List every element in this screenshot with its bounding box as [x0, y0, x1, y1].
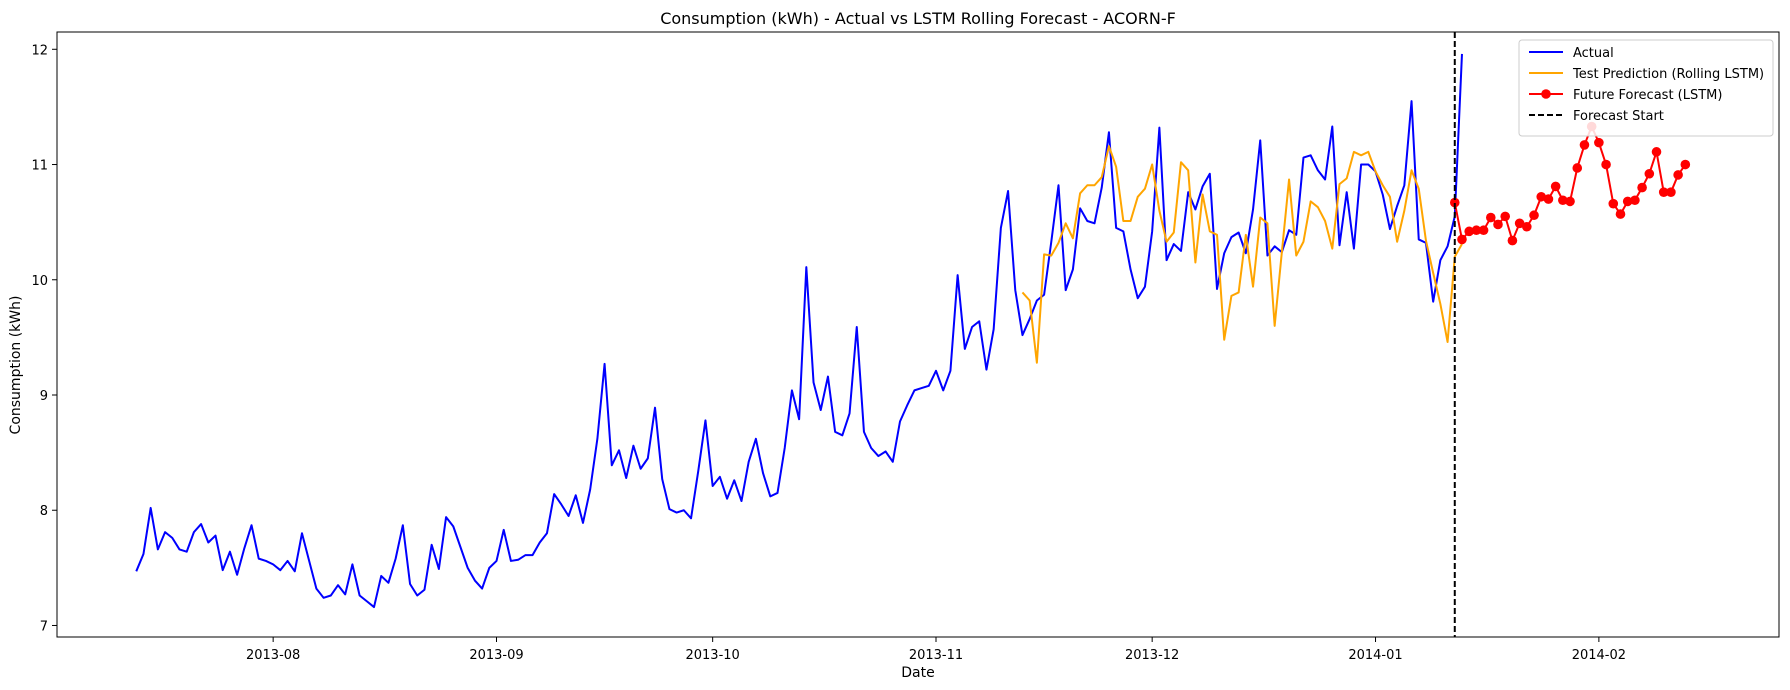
axes: 2013-08 2013-09 2013-10 2013-11 2013-12 2014-… — [31, 31, 1780, 663]
legend-label: Forecast Start — [1573, 109, 1664, 124]
series-point-future-forecast-lstm — [1478, 225, 1489, 236]
plot-area — [135, 32, 1691, 637]
series-point-future-forecast-lstm — [1565, 196, 1575, 207]
series-point-future-forecast-lstm — [1608, 198, 1619, 209]
series-point-future-forecast-lstm — [1529, 210, 1539, 221]
series-point-future-forecast-lstm — [1543, 194, 1554, 204]
series-point-future-forecast-lstm — [1651, 147, 1662, 157]
series-point-future-forecast-lstm — [1471, 225, 1482, 236]
legend-box — [1518, 39, 1774, 137]
series-point-future-forecast-lstm — [1536, 191, 1547, 202]
series-point-future-forecast-lstm — [1507, 235, 1518, 246]
legend-marker — [1541, 89, 1551, 99]
y-axis-label: Consumption (kWh) — [8, 296, 24, 435]
series-point-future-forecast-lstm — [1658, 187, 1669, 197]
series-point-future-forecast-lstm — [1680, 159, 1691, 170]
series-point-future-forecast-lstm — [1572, 163, 1583, 173]
series-point-future-forecast-lstm — [1457, 234, 1467, 245]
series-point-future-forecast-lstm — [1601, 159, 1611, 170]
x-tick-label: 2013-12 — [1125, 648, 1179, 663]
plot-frame — [56, 31, 1780, 638]
series-point-future-forecast-lstm — [1637, 182, 1647, 193]
y-tick-label: 7 — [40, 619, 48, 634]
series-line-actual — [135, 53, 1463, 609]
series-point-future-forecast-lstm — [1493, 219, 1503, 230]
legend-label: Actual — [1573, 46, 1614, 61]
series-point-future-forecast-lstm — [1464, 226, 1474, 237]
series-point-future-forecast-lstm — [1558, 195, 1568, 206]
x-tick-label: 2013-09 — [469, 648, 523, 663]
series-point-future-forecast-lstm — [1630, 195, 1640, 206]
y-tick-label: 12 — [31, 43, 48, 58]
series-line-future-forecast-lstm — [1453, 125, 1687, 242]
series-point-future-forecast-lstm — [1514, 218, 1525, 229]
y-tick-label: 8 — [40, 504, 48, 519]
series-line-test-prediction-rolling-lstm — [1021, 145, 1463, 364]
series-point-future-forecast-lstm — [1579, 140, 1590, 150]
x-tick-label: 2014-01 — [1348, 648, 1402, 663]
series-point-future-forecast-lstm — [1486, 212, 1496, 223]
series-point-future-forecast-lstm — [1550, 181, 1561, 192]
series-point-future-forecast-lstm — [1622, 196, 1633, 207]
legend: Actual Test Prediction (Rolling LSTM) Futu… — [1518, 39, 1774, 137]
series-point-future-forecast-lstm — [1615, 209, 1626, 219]
series-point-future-forecast-lstm — [1449, 197, 1460, 208]
x-tick-label: 2013-10 — [685, 648, 739, 663]
x-tick-label: 2013-08 — [246, 648, 300, 663]
x-axis-label: Date — [901, 665, 934, 681]
chart-title: Consumption (kWh) - Actual vs LSTM Rolli… — [660, 9, 1176, 28]
series-point-future-forecast-lstm — [1644, 168, 1655, 179]
legend-label: Future Forecast (LSTM) — [1573, 88, 1722, 103]
y-tick-label: 10 — [31, 274, 48, 289]
series-point-future-forecast-lstm — [1500, 211, 1511, 222]
y-tick-label: 11 — [31, 159, 48, 174]
y-tick-label: 9 — [40, 389, 48, 404]
series-point-future-forecast-lstm — [1673, 170, 1683, 180]
series-point-future-forecast-lstm — [1594, 137, 1604, 148]
legend-label: Test Prediction (Rolling LSTM) — [1572, 67, 1764, 82]
x-tick-label: 2014-02 — [1572, 648, 1626, 663]
series-point-future-forecast-lstm — [1666, 187, 1676, 197]
series-point-future-forecast-lstm — [1522, 221, 1532, 232]
x-tick-label: 2013-11 — [909, 648, 963, 663]
